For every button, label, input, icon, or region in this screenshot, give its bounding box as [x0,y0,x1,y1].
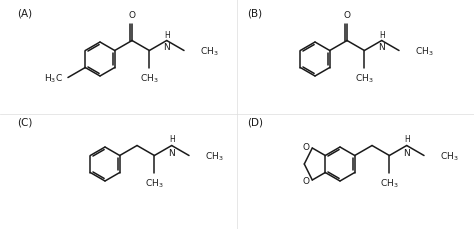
Text: H: H [169,135,174,144]
Text: CH$_3$: CH$_3$ [415,45,434,57]
Text: CH$_3$: CH$_3$ [380,177,399,189]
Text: CH$_3$: CH$_3$ [140,72,159,85]
Text: (D): (D) [247,117,263,128]
Text: N: N [403,148,410,157]
Text: N: N [164,43,170,52]
Text: CH$_3$: CH$_3$ [200,45,219,57]
Text: CH$_3$: CH$_3$ [440,150,459,162]
Text: (A): (A) [17,8,32,18]
Text: H: H [164,30,170,39]
Text: N: N [168,148,175,157]
Text: O: O [302,177,310,186]
Text: O: O [128,11,136,20]
Text: N: N [378,43,385,52]
Text: CH$_3$: CH$_3$ [145,177,164,189]
Text: (C): (C) [17,117,32,128]
Text: CH$_3$: CH$_3$ [355,72,374,85]
Text: H: H [379,30,384,39]
Text: CH$_3$: CH$_3$ [205,150,224,162]
Text: O: O [344,11,351,20]
Text: O: O [302,143,310,152]
Text: H$_3$C: H$_3$C [44,72,63,84]
Text: (B): (B) [247,8,262,18]
Text: H: H [404,135,410,144]
